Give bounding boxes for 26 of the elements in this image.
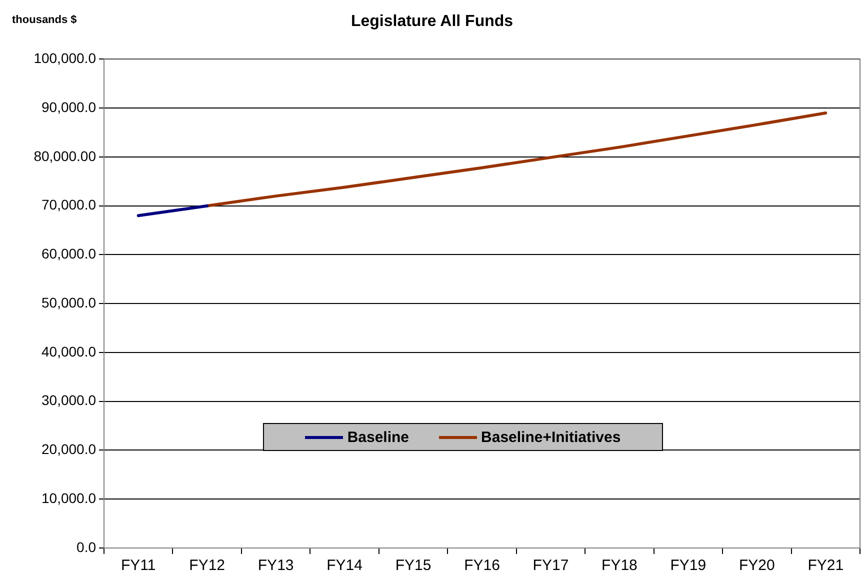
x-tick-label: FY18 <box>602 557 638 574</box>
y-tick-label: 40,000.0 <box>42 343 96 360</box>
y-axis-title: thousands $ <box>12 14 77 26</box>
legend-label: Baseline+Initiatives <box>480 428 621 446</box>
x-tick-label: FY17 <box>532 557 569 574</box>
y-tick-label: 0.0 <box>76 538 96 555</box>
y-tick-label: 100,000.0 <box>34 50 96 66</box>
y-tick-label: 70,000.0 <box>42 196 96 213</box>
x-tick-label: FY15 <box>395 557 432 574</box>
x-tick-label: FY11 <box>120 557 156 574</box>
x-tick-label: FY13 <box>258 557 294 574</box>
legend-label: Baseline <box>346 428 410 446</box>
chart-title: Legislature All Funds <box>350 13 514 30</box>
y-tick-label: 90,000.0 <box>42 98 96 115</box>
x-tick-label: FY21 <box>808 557 844 574</box>
x-tick-label: FY16 <box>464 557 500 574</box>
y-tick-label: 50,000.0 <box>42 294 96 310</box>
y-tick-label: 80,000.00 <box>34 148 96 164</box>
x-tick-label: FY12 <box>189 557 226 574</box>
x-tick-label: FY20 <box>738 557 775 574</box>
y-tick-label: 10,000.0 <box>42 490 96 506</box>
x-tick-label: FY19 <box>670 557 706 574</box>
y-tick-label: 30,000.0 <box>42 392 96 408</box>
y-tick-label: 60,000.0 <box>42 246 96 262</box>
x-tick-label: FY14 <box>326 557 362 574</box>
y-tick-label: 20,000.0 <box>42 441 96 458</box>
